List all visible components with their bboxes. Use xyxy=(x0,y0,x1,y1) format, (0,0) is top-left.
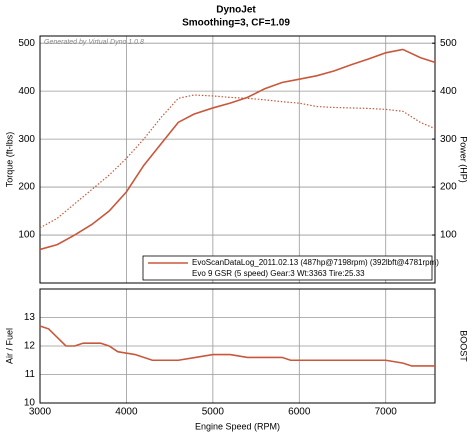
y2-axis-label: Power (HP) xyxy=(459,136,469,183)
plot-area xyxy=(40,36,435,283)
legend-label: EvoScanDataLog_2011.02.13 (487hp@7198rpm… xyxy=(192,258,439,267)
y2-axis-label: BOOST xyxy=(459,330,469,362)
chart-title: DynoJet xyxy=(216,5,256,16)
annotation: Generated by Virtual Dyno 1.0.8 xyxy=(44,39,144,46)
x-tick-label: 6000 xyxy=(288,407,311,418)
y-tick-label: 13 xyxy=(24,312,36,323)
data-line xyxy=(39,94,436,229)
data-line xyxy=(39,48,436,251)
legend-box xyxy=(142,255,433,281)
y-tick-label: 100 xyxy=(18,230,35,241)
y-axis-label: Torque (ft-lbs) xyxy=(4,132,14,188)
y-tick-label: 400 xyxy=(18,86,35,97)
y2-tick-label: 300 xyxy=(440,134,457,145)
legend-note: Evo 9 GSR (5 speed) Gear:3 Wt:3363 Tire:… xyxy=(192,269,365,278)
y2-tick-label: 400 xyxy=(440,86,457,97)
y2-tick-label: 200 xyxy=(440,182,457,193)
x-tick-label: 5000 xyxy=(202,407,225,418)
y2-tick-label: 500 xyxy=(440,38,457,49)
y-tick-label: 200 xyxy=(18,182,35,193)
y-tick-label: 12 xyxy=(24,341,36,352)
y-tick-label: 11 xyxy=(25,369,36,380)
x-tick-label: 3000 xyxy=(29,407,52,418)
y-tick-label: 10 xyxy=(24,398,36,409)
y2-tick-label: 100 xyxy=(440,230,457,241)
x-axis-label: Engine Speed (RPM) xyxy=(195,421,280,431)
y-tick-label: 300 xyxy=(18,134,35,145)
x-tick-label: 7000 xyxy=(375,407,398,418)
chart-subtitle: Smoothing=3, CF=1.09 xyxy=(182,18,290,29)
plot-frame xyxy=(39,35,436,284)
x-tick-label: 4000 xyxy=(115,407,138,418)
y-tick-label: 500 xyxy=(18,38,35,49)
y-axis-label: Air / Fuel xyxy=(4,328,14,364)
data-line xyxy=(39,325,435,367)
plot-frame xyxy=(39,288,436,404)
